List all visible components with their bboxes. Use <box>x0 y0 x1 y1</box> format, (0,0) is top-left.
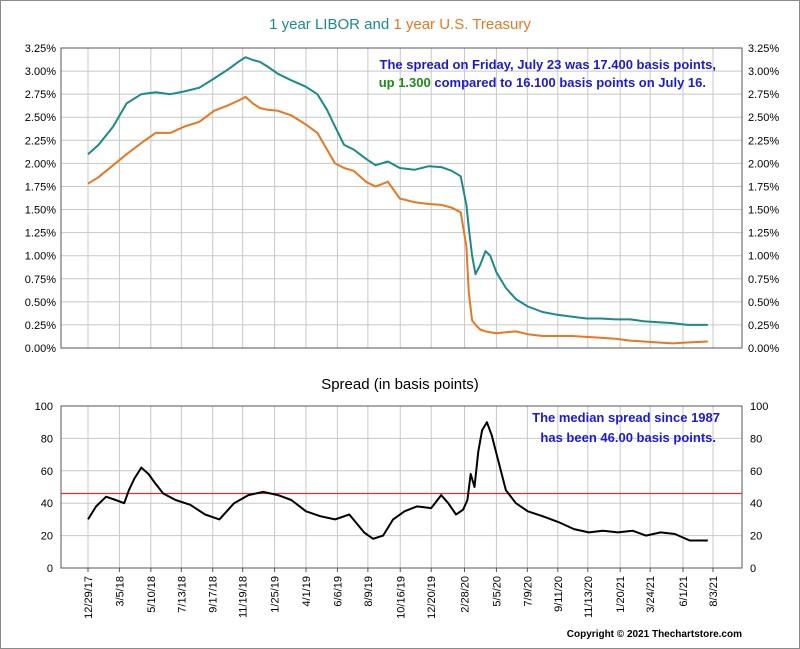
title-and: and <box>360 16 393 33</box>
top-y-tick-left: 3.25% <box>25 43 56 55</box>
bottom-y-tick-right: 100 <box>750 401 768 413</box>
bottom-y-tick-left: 60 <box>41 466 53 478</box>
top-y-tick-right: 3.00% <box>748 66 779 78</box>
x-tick-label: 9/11/20 <box>553 576 565 612</box>
top-y-tick-right: 2.75% <box>748 89 779 101</box>
spread-note-line2: up 1.300 compared to 16.100 basis points… <box>379 75 706 90</box>
top-y-tick-left: 0.00% <box>25 343 56 355</box>
top-y-tick-left: 2.50% <box>25 112 56 124</box>
bottom-y-tick-left: 100 <box>35 401 53 413</box>
x-tick-label: 11/19/18 <box>238 576 250 618</box>
top-plot-area <box>60 47 743 349</box>
top-y-tick-right: 2.00% <box>748 158 779 170</box>
x-tick-label: 12/20/19 <box>426 576 438 619</box>
top-y-tick-left: 0.25% <box>25 320 56 332</box>
x-axis-ticks: 12/29/17 3/5/18 5/10/18 7/13/18 9/17/18 11/19… <box>83 568 720 619</box>
bottom-y-tick-right: 20 <box>750 531 762 543</box>
bottom-y-tick-right: 40 <box>750 498 762 510</box>
top-y-tick-right: 2.25% <box>748 135 779 147</box>
top-chart-title: 1 year LIBOR and 1 year U.S. Treasury <box>269 16 531 33</box>
top-y-tick-right: 0.00% <box>748 343 779 355</box>
median-note-line1: The median spread since 1987 <box>532 410 720 425</box>
x-tick-label: 11/13/20 <box>583 576 595 618</box>
bottom-y-tick-left: 40 <box>41 498 53 510</box>
x-tick-label: 6/1/21 <box>678 576 690 607</box>
top-y-tick-left: 2.00% <box>25 158 56 170</box>
top-y-tick-right: 0.75% <box>748 274 779 286</box>
x-tick-label: 7/9/20 <box>522 576 534 607</box>
top-y-tick-left: 3.00% <box>25 66 56 78</box>
top-y-tick-left: 2.75% <box>25 89 56 101</box>
top-y-tick-right: 1.50% <box>748 205 779 217</box>
x-tick-label: 1/20/21 <box>615 576 627 613</box>
x-tick-label: 12/29/17 <box>83 576 95 619</box>
top-y-tick-right: 3.25% <box>748 43 779 55</box>
bottom-y-tick-left: 20 <box>41 531 53 543</box>
bottom-y-tick-right: 0 <box>750 563 756 575</box>
x-tick-label: 10/16/19 <box>395 576 407 619</box>
bottom-y-ticks: 0 0 20 20 40 40 60 60 80 80 100 100 <box>35 401 769 575</box>
x-tick-label: 5/10/18 <box>146 576 158 613</box>
bottom-y-tick-right: 60 <box>750 466 762 478</box>
bottom-chart-title: Spread (in basis points) <box>321 376 479 393</box>
x-tick-label: 1/25/19 <box>270 576 282 613</box>
top-y-tick-right: 1.75% <box>748 181 779 193</box>
top-y-tick-right: 1.25% <box>748 228 779 240</box>
x-tick-label: 4/1/19 <box>301 576 313 607</box>
spread-line <box>87 421 708 542</box>
bottom-y-tick-left: 0 <box>47 563 53 575</box>
spread-change: up 1.300 <box>379 75 431 90</box>
top-y-tick-left: 1.25% <box>25 228 56 240</box>
bottom-series <box>61 421 742 542</box>
top-y-tick-left: 1.00% <box>25 251 56 263</box>
x-tick-label: 3/24/21 <box>645 576 657 613</box>
top-y-tick-right: 0.25% <box>748 320 779 332</box>
x-tick-label: 8/3/21 <box>708 576 720 607</box>
copyright: Copyright © 2021 Thechartstore.com <box>567 629 742 640</box>
x-tick-label: 7/13/18 <box>176 576 188 613</box>
top-y-tick-right: 0.50% <box>748 297 779 309</box>
x-tick-label: 6/6/19 <box>332 576 344 607</box>
top-y-tick-right: 1.00% <box>748 251 779 263</box>
top-y-tick-left: 0.75% <box>25 274 56 286</box>
top-y-tick-left: 0.50% <box>25 297 56 309</box>
title-treasury: 1 year U.S. Treasury <box>393 16 531 33</box>
bottom-plot-area <box>60 405 743 569</box>
median-note-line2: has been 46.00 basis points. <box>540 430 716 445</box>
x-tick-label: 5/5/20 <box>491 576 503 607</box>
top-y-tick-left: 2.25% <box>25 135 56 147</box>
x-tick-label: 2/28/20 <box>460 576 472 613</box>
top-y-tick-right: 2.50% <box>748 112 779 124</box>
bottom-y-tick-right: 80 <box>750 433 762 445</box>
treasury-line <box>87 95 708 345</box>
x-tick-label: 3/5/18 <box>114 576 126 607</box>
top-y-tick-left: 1.50% <box>25 205 56 217</box>
x-tick-label: 9/17/18 <box>208 576 220 613</box>
libor-line <box>87 56 708 326</box>
x-tick-label: 8/9/19 <box>363 576 375 607</box>
top-y-tick-left: 1.75% <box>25 181 56 193</box>
title-libor: 1 year LIBOR <box>269 16 360 33</box>
top-y-ticks: 0.00% 0.00% 0.25% 0.25% 0.50% 0.50% 0.75% 0.75%… <box>25 43 780 355</box>
top-series <box>87 56 708 345</box>
bottom-y-tick-left: 80 <box>41 433 53 445</box>
spread-note-line1: The spread on Friday, July 23 was 17.400… <box>380 57 716 72</box>
spread-note-rest: compared to 16.100 basis points on July … <box>431 75 706 90</box>
